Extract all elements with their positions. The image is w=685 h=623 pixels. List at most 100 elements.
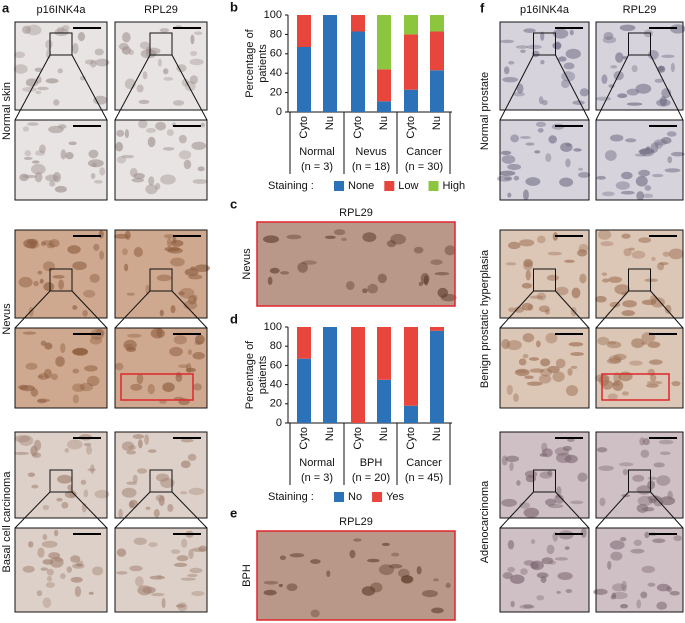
texture: [72, 383, 85, 392]
x-tick-label: Cyto: [352, 427, 364, 450]
texture: [34, 67, 43, 72]
texture: [193, 383, 202, 391]
zoom-line: [114, 491, 151, 529]
texture: [444, 245, 456, 256]
micrograph-border: [14, 431, 108, 519]
bar-segment: [430, 15, 444, 32]
texture: [541, 448, 553, 458]
texture: [173, 335, 188, 345]
texture: [639, 437, 645, 446]
texture: [126, 450, 137, 455]
texture: [45, 582, 55, 588]
texture: [656, 99, 671, 107]
texture: [610, 595, 617, 600]
texture: [45, 78, 59, 84]
zoom-box: [628, 469, 651, 493]
bar-segment: [351, 327, 365, 423]
row-label: Benign prostatic hyperplasia: [479, 249, 491, 388]
micrograph-bg: [596, 120, 683, 200]
bar-segment: [430, 31, 444, 71]
texture: [278, 583, 283, 588]
texture: [61, 501, 69, 509]
micrograph-bg: [500, 120, 589, 200]
texture: [70, 576, 83, 583]
texture: [185, 367, 196, 373]
texture: [124, 129, 129, 139]
texture: [577, 472, 588, 482]
texture: [519, 239, 535, 247]
texture: [526, 381, 543, 386]
texture: [181, 78, 190, 87]
texture: [341, 237, 347, 241]
micrograph: [595, 119, 685, 201]
texture: [184, 268, 199, 277]
texture: [30, 163, 46, 175]
panel-letter: f: [480, 0, 485, 15]
texture: [133, 247, 143, 258]
texture: [545, 153, 552, 162]
bar-segment: [404, 34, 418, 90]
texture: [127, 333, 142, 338]
micrograph: [595, 431, 684, 519]
texture: [565, 385, 579, 397]
texture: [565, 48, 581, 59]
zoom-line: [14, 491, 51, 529]
texture: [280, 271, 290, 275]
texture: [88, 591, 94, 595]
micrograph-border: [14, 327, 108, 409]
texture: [554, 494, 565, 504]
texture: [644, 531, 650, 539]
texture: [597, 336, 610, 346]
texture: [147, 136, 156, 148]
texture: [191, 141, 207, 151]
texture: [647, 582, 656, 587]
texture: [129, 565, 143, 572]
texture: [159, 28, 170, 33]
texture: [565, 158, 571, 168]
texture: [496, 175, 513, 182]
texture: [510, 134, 520, 143]
texture: [177, 602, 188, 612]
texture: [520, 568, 528, 576]
bar-segment: [404, 89, 418, 112]
texture: [618, 371, 633, 382]
texture: [622, 300, 637, 308]
y-tick-label: 60: [270, 48, 282, 60]
texture: [670, 62, 675, 73]
texture: [538, 305, 550, 313]
texture: [136, 84, 144, 93]
texture: [378, 564, 395, 576]
texture: [601, 74, 608, 85]
panel-letter: e: [230, 505, 237, 520]
texture: [525, 269, 531, 281]
texture: [135, 576, 144, 587]
texture: [297, 262, 308, 273]
texture: [525, 142, 535, 146]
texture: [513, 393, 519, 402]
panel-letter: b: [230, 0, 238, 14]
micrograph-bg: [257, 222, 455, 306]
micrograph: [114, 119, 208, 201]
texture: [608, 355, 622, 363]
texture: [180, 577, 196, 581]
texture: [61, 24, 70, 31]
texture: [567, 438, 575, 442]
texture: [607, 393, 618, 401]
texture: [178, 364, 189, 368]
texture: [615, 52, 624, 63]
texture: [87, 159, 104, 168]
texture: [90, 172, 96, 179]
texture: [83, 489, 89, 498]
texture: [310, 609, 320, 618]
texture: [621, 171, 633, 180]
texture: [72, 394, 79, 404]
texture: [194, 334, 205, 345]
group-n: (n = 18): [352, 161, 390, 173]
texture: [557, 572, 573, 580]
zoom-box: [628, 268, 651, 292]
texture: [431, 607, 444, 614]
texture: [170, 549, 181, 554]
texture: [180, 460, 191, 469]
row-label: Normal prostate: [479, 72, 491, 150]
